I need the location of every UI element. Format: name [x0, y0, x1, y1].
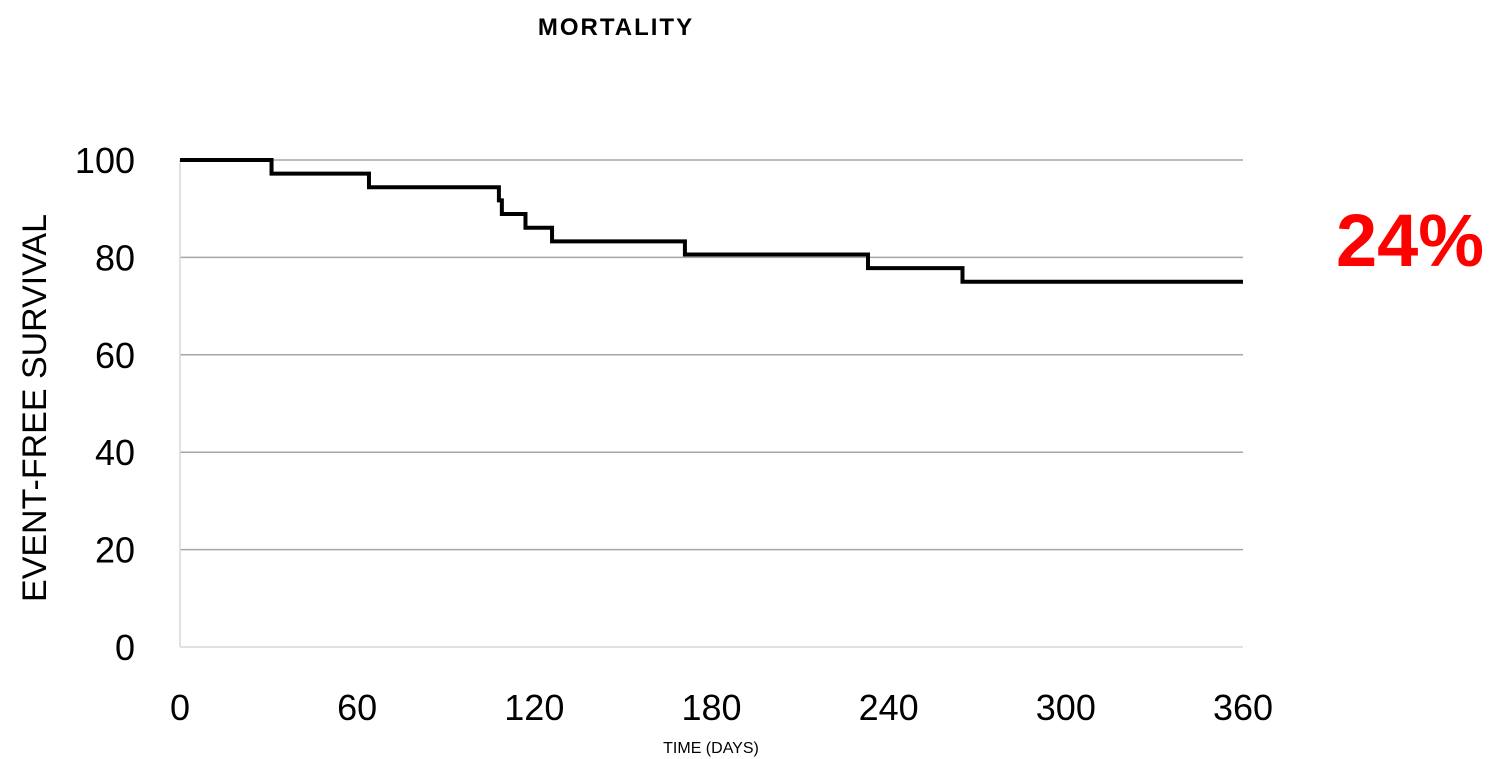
y-tick-label: 40 [95, 432, 135, 473]
y-tick-label: 60 [95, 335, 135, 376]
y-tick-label: 100 [75, 140, 135, 181]
mortality-percentage-callout: 24% [1336, 199, 1484, 282]
x-tick-label: 300 [1036, 687, 1096, 728]
x-tick-label: 0 [170, 687, 190, 728]
x-tick-label: 360 [1213, 687, 1273, 728]
x-tick-label: 180 [681, 687, 741, 728]
x-tick-label: 120 [504, 687, 564, 728]
y-tick-label: 0 [115, 627, 135, 668]
x-axis-label: TIME (DAYS) [663, 740, 759, 757]
x-tick-labels: 0 60 120 180 240 300 360 [170, 687, 1273, 728]
y-tick-labels: 0 20 40 60 80 100 [75, 140, 135, 668]
gridlines [179, 159, 1243, 648]
x-tick-label: 240 [859, 687, 919, 728]
x-tick-label: 60 [337, 687, 377, 728]
survival-curve [180, 158, 1243, 284]
y-tick-label: 80 [95, 237, 135, 278]
y-axis-label: EVENT-FREE SURVIVAL [16, 214, 54, 602]
chart-title: MORTALITY [538, 14, 694, 41]
y-tick-label: 20 [95, 530, 135, 571]
